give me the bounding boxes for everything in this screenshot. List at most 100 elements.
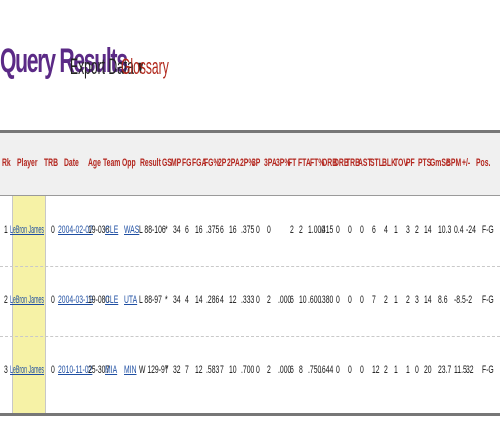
table-cell: 4 <box>384 224 388 236</box>
column-header[interactable]: 3PA <box>264 157 277 169</box>
opp-link[interactable]: WAS <box>124 224 140 236</box>
column-header[interactable]: STL <box>370 157 383 169</box>
column-header[interactable]: Team <box>103 157 121 169</box>
table-cell: 19-080 <box>88 294 110 306</box>
table-cell: 1 <box>4 224 8 236</box>
column-header[interactable]: PTS <box>418 157 432 169</box>
table-cell: .600 <box>308 294 322 306</box>
table-cell: 2 <box>4 294 8 306</box>
table-cell: * <box>165 224 168 236</box>
table-cell: L 88-97 <box>139 294 162 306</box>
table-cell: 6 <box>185 224 189 236</box>
opp-link[interactable]: MIN <box>124 364 137 376</box>
column-header[interactable]: GS <box>162 157 172 169</box>
table-cell: 0 <box>256 294 260 306</box>
column-header[interactable]: DRB <box>334 157 349 169</box>
team-link[interactable]: CLE <box>105 224 119 236</box>
table-cell: -2 <box>466 294 473 306</box>
player-link[interactable]: LeBron James <box>10 294 45 306</box>
table-cell: 0 <box>360 364 364 376</box>
player-link[interactable]: LeBron James <box>10 364 45 376</box>
table-cell: 14 <box>195 294 203 306</box>
date-link[interactable]: 2004-03-19 <box>58 294 93 306</box>
table-cell: 14 <box>424 224 432 236</box>
table-cell: -8.5 <box>454 294 466 306</box>
column-header[interactable]: Player <box>17 157 38 169</box>
table-cell: 6 <box>290 294 294 306</box>
column-header[interactable]: BLK <box>382 157 397 169</box>
table-cell: 2 <box>267 364 271 376</box>
glossary-link[interactable]: Glossary <box>121 54 169 79</box>
column-header[interactable]: Date <box>64 157 79 169</box>
date-link[interactable]: 2010-11-02 <box>58 364 93 376</box>
column-header[interactable]: AST <box>358 157 372 169</box>
column-header[interactable]: PF <box>406 157 415 169</box>
table-cell: 14 <box>424 294 432 306</box>
table-cell: 25-307 <box>88 364 110 376</box>
table-cell: 0 <box>336 294 340 306</box>
results-grid: Rk Player TRB Date Age Team Opp Result GS MP FG FGA… <box>0 130 500 416</box>
table-cell: F-G <box>482 294 494 306</box>
query-header: Query Results Export Data ▾ Glossary <box>0 40 500 90</box>
table-cell: .333 <box>241 294 255 306</box>
table-cell: .750 <box>308 364 322 376</box>
team-link[interactable]: CLE <box>105 294 119 306</box>
column-header[interactable]: 2PA <box>227 157 240 169</box>
column-header[interactable]: FT% <box>310 157 325 169</box>
column-header[interactable]: 2P <box>218 157 227 169</box>
column-header[interactable]: FG <box>182 157 192 169</box>
player-link[interactable]: LeBron James <box>10 224 45 236</box>
table-cell: -24 <box>466 224 476 236</box>
table-cell: .415 <box>320 224 334 236</box>
column-header[interactable]: FG% <box>204 157 220 169</box>
column-header[interactable]: GmSc <box>430 157 450 169</box>
column-header[interactable]: 2P% <box>240 157 255 169</box>
table-cell: 32 <box>466 364 474 376</box>
table-cell: 4 <box>185 294 189 306</box>
team-link[interactable]: MIA <box>105 364 118 376</box>
column-header[interactable]: Age <box>88 157 101 169</box>
table-cell: .375 <box>206 224 220 236</box>
table-cell: 12 <box>372 364 380 376</box>
export-data-dropdown[interactable]: Export Data ▾ <box>70 54 144 79</box>
table-row: 2 LeBron James 0 2004-03-19 19-080 CLE UTA L 88… <box>0 266 500 337</box>
table-cell: 0 <box>360 224 364 236</box>
column-header[interactable]: MP <box>171 157 182 169</box>
table-cell: 1.000 <box>308 224 326 236</box>
column-header[interactable]: TRB <box>44 157 59 169</box>
table-cell: 0 <box>348 294 352 306</box>
table-cell: * <box>165 364 168 376</box>
column-header[interactable]: TRB <box>346 157 361 169</box>
column-header[interactable]: +/- <box>462 157 471 169</box>
column-header[interactable]: Rk <box>2 157 11 169</box>
table-cell: 10 <box>299 294 307 306</box>
table-cell: F-G <box>482 364 494 376</box>
table-cell: 0 <box>51 364 55 376</box>
column-header[interactable]: Opp <box>122 157 136 169</box>
column-header[interactable]: FT <box>288 157 297 169</box>
table-cell: 34 <box>173 224 181 236</box>
column-header[interactable]: TOV <box>394 157 408 169</box>
table-cell: 2 <box>384 294 388 306</box>
date-link[interactable]: 2004-02-07 <box>58 224 93 236</box>
table-cell: .583 <box>206 364 220 376</box>
column-header[interactable]: FTA <box>298 157 311 169</box>
table-row: 1 LeBron James 0 2004-02-07 19-038 CLE WAS L 88… <box>0 196 500 267</box>
opp-link[interactable]: UTA <box>124 294 138 306</box>
results-table: Rk Player TRB Date Age Team Opp Result GS MP FG FGA… <box>0 130 500 416</box>
column-header[interactable]: FGA <box>192 157 207 169</box>
table-cell: 1 <box>406 364 410 376</box>
table-cell: 0 <box>348 224 352 236</box>
table-cell: 23.7 <box>438 364 452 376</box>
table-cell: 0 <box>348 364 352 376</box>
column-header[interactable]: ORB <box>322 157 338 169</box>
column-header[interactable]: Result <box>140 157 161 169</box>
table-cell: .000 <box>278 364 292 376</box>
table-cell: 0 <box>336 364 340 376</box>
column-header[interactable]: Pos. <box>476 157 491 169</box>
column-header[interactable]: 3P% <box>276 157 291 169</box>
column-header[interactable]: BPM <box>446 157 462 169</box>
column-header[interactable]: 3P <box>252 157 261 169</box>
table-cell: L 88-106 <box>139 224 166 236</box>
table-cell: 0 <box>360 294 364 306</box>
